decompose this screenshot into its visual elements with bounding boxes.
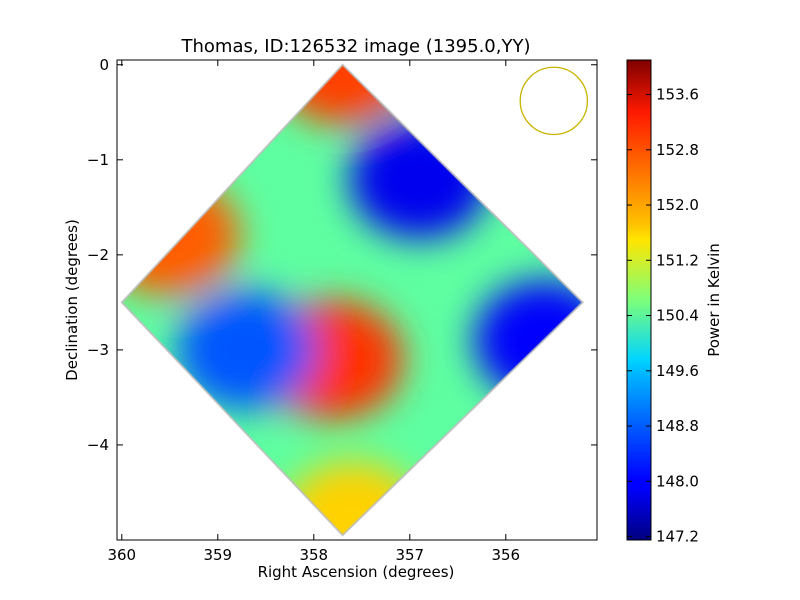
y-tick-label: 0 — [99, 56, 109, 74]
heatmap-feature-3 — [349, 118, 490, 239]
x-tick-label: 356 — [491, 546, 520, 564]
colorbar-tick-label: 148.8 — [656, 417, 699, 435]
colorbar — [626, 59, 652, 541]
plot-frame — [116, 59, 598, 541]
colorbar-label: Power in Kelvin — [705, 243, 723, 357]
colorbar-tick-label: 148.0 — [656, 472, 699, 490]
colorbar-tick-label: 147.2 — [656, 528, 699, 546]
y-tick-label: −1 — [87, 151, 109, 169]
heatmap-feature-5 — [176, 289, 317, 410]
heatmap-feature-1 — [121, 175, 240, 296]
chart-title: Thomas, ID:126532 image (1395.0,YY) — [181, 36, 531, 57]
footprint-edge — [120, 63, 585, 537]
x-axis: 360 359 358 357 356 — [107, 60, 520, 564]
colorbar-tick-label: 149.6 — [656, 362, 699, 380]
colorbar-tick-label: 150.4 — [656, 307, 699, 325]
colorbar-tick-label: 152.8 — [656, 141, 699, 159]
colorbar-tick-label: 151.2 — [656, 251, 699, 269]
x-axis-label: Right Ascension (degrees) — [258, 563, 455, 581]
beam-circle — [519, 66, 589, 136]
y-tick-label: −3 — [87, 341, 109, 359]
x-tick-label: 360 — [107, 546, 136, 564]
colorbar-ticks: 153.6 152.8 152.0 151.2 150.4 149.6 148.8 148.0… — [627, 86, 699, 546]
y-axis-label: Declination (degrees) — [63, 219, 81, 381]
heatmap-image — [121, 64, 583, 536]
x-tick-label: 357 — [395, 546, 424, 564]
colorbar-tick-label: 153.6 — [656, 86, 699, 104]
x-tick-label: 358 — [299, 546, 328, 564]
y-tick-label: −2 — [87, 246, 109, 264]
colorbar-tick-label: 152.0 — [656, 196, 699, 214]
y-axis: 0 −1 −2 −3 −4 — [87, 56, 597, 454]
x-tick-label: 359 — [203, 546, 232, 564]
y-tick-label: −4 — [87, 436, 109, 454]
